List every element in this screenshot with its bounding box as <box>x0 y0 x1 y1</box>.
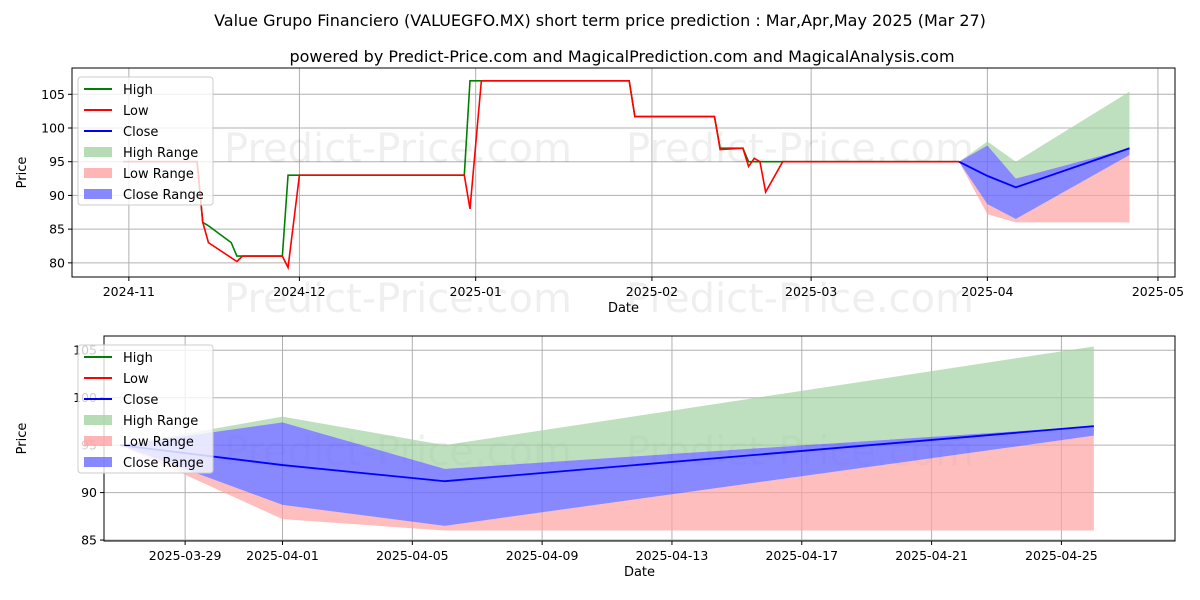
plot-area <box>120 346 1094 531</box>
y-tick-label: 95 <box>49 154 65 169</box>
legend-label: Low Range <box>123 167 194 182</box>
plot-frame <box>71 67 1176 278</box>
legend-label: Low <box>123 372 149 387</box>
watermark-text: Predict-Price.com <box>224 126 572 172</box>
x-tick-label: 2025-04 <box>961 284 1013 299</box>
legend-label: Close <box>123 393 158 408</box>
low-line <box>123 80 959 271</box>
high-range-band <box>120 346 1094 469</box>
legend-swatch-patch <box>84 457 112 467</box>
watermark-text: Predict-Price.com <box>626 126 974 172</box>
y-axis-label: Price <box>15 423 30 455</box>
top-chart: 80 85 90 95 100 105 2024-11 2024-12 2025-01 2025-… <box>15 67 1184 322</box>
x-tick-label: 2025-04-17 <box>765 548 838 563</box>
low-range-band <box>958 154 1130 223</box>
legend-label: High Range <box>123 146 198 161</box>
legend-label: Low Range <box>123 435 194 450</box>
legend-swatch-patch <box>84 189 112 199</box>
y-tick-label: 105 <box>41 87 65 102</box>
close-range-band <box>958 145 1130 220</box>
y-tick-label: 85 <box>81 533 97 548</box>
legend-swatch-patch <box>84 147 112 157</box>
x-tick-label: 2025-04-21 <box>895 548 968 563</box>
low-range-band <box>120 435 1094 531</box>
legend-label: High <box>123 351 153 366</box>
legend-label: Close Range <box>123 456 204 471</box>
y-tick-label: 90 <box>49 188 65 203</box>
watermark-text: Predict-Price.com <box>626 276 974 322</box>
y-tick-label: 85 <box>49 222 65 237</box>
legend-label: High <box>123 83 153 98</box>
close-line <box>958 147 1130 189</box>
x-tick-label: 2025-03-29 <box>149 548 222 563</box>
watermark-text: Predict-Price.com <box>224 276 572 322</box>
y-tick-label: 100 <box>41 121 65 136</box>
chart-title: Value Grupo Financiero (VALUEGFO.MX) sho… <box>214 11 986 30</box>
x-tick-label: 2025-04-25 <box>1025 548 1098 563</box>
plot-area <box>123 80 1130 271</box>
x-tick-label: 2025-04-13 <box>636 548 709 563</box>
chart-subtitle: powered by Predict-Price.com and Magical… <box>289 47 954 66</box>
high-range-band <box>958 91 1130 179</box>
x-tick-label: 2025-03 <box>785 284 837 299</box>
x-tick-label: 2024-12 <box>273 284 325 299</box>
x-tick-label: 2025-05 <box>1132 284 1184 299</box>
x-axis-label: Date <box>608 301 639 316</box>
y-tick-label: 90 <box>81 485 97 500</box>
legend-label: Low <box>123 104 149 119</box>
legend-swatch-patch <box>84 415 112 425</box>
y-axis-label: Price <box>15 157 30 189</box>
x-tick-label: 2025-02 <box>626 284 678 299</box>
x-tick-label: 2025-04-09 <box>506 548 579 563</box>
legend-label: High Range <box>123 414 198 429</box>
x-tick-label: 2025-01 <box>450 284 502 299</box>
legend-swatch-patch <box>84 436 112 446</box>
legend-label: Close <box>123 125 158 140</box>
y-tick-label: 80 <box>49 255 65 270</box>
x-axis-label: Date <box>624 565 655 580</box>
close-range-band <box>120 422 1094 526</box>
x-tick-label: 2025-04-05 <box>376 548 449 563</box>
legend-swatch-patch <box>84 168 112 178</box>
legend-label: Close Range <box>123 188 204 203</box>
bottom-chart: 8590951001052025-03-292025-04-012025-04-… <box>15 335 1176 580</box>
x-tick-label: 2025-04-01 <box>246 548 319 563</box>
x-tick-label: 2024-11 <box>103 284 155 299</box>
